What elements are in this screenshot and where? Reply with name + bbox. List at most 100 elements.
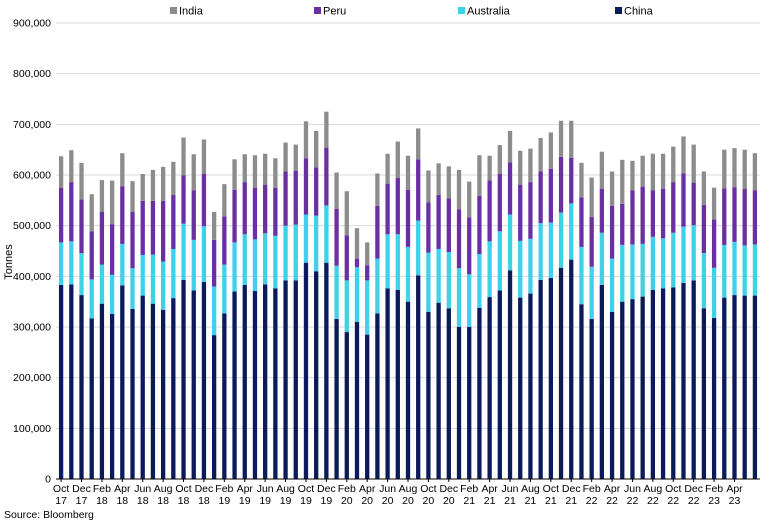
- x-tick-label-month: Apr: [726, 483, 743, 495]
- y-tick-label: 400,000: [13, 271, 51, 283]
- x-tick-label-month: Oct: [298, 483, 314, 495]
- x-tick-label-year: 20: [341, 495, 353, 507]
- bar-segment-australia: [232, 242, 237, 292]
- bar-segment-india: [650, 153, 656, 191]
- y-tick-label: 500,000: [13, 220, 51, 232]
- bar-segment-australia: [579, 246, 584, 305]
- x-tick-label-year: 21: [565, 495, 577, 507]
- legend-swatch-australia: [458, 7, 465, 14]
- bar-segment-peru: [589, 217, 594, 267]
- bar-segment-india: [120, 153, 125, 187]
- bar-segment-india: [334, 172, 339, 209]
- bar-segment-china: [589, 318, 594, 479]
- bar-segment-china: [140, 295, 145, 479]
- bar-segment-india: [79, 162, 84, 200]
- bar-segment-australia: [222, 264, 227, 314]
- bar-segment-india: [752, 153, 758, 191]
- bar-segment-peru: [426, 202, 431, 253]
- bar-segment-china: [640, 296, 645, 479]
- bar-segment-china: [467, 327, 472, 479]
- bar-segment-australia: [548, 222, 553, 278]
- x-tick-label-month: Feb: [338, 483, 356, 495]
- bar-segment-china: [263, 284, 268, 479]
- x-tick-label-month: Aug: [644, 483, 663, 495]
- bar-segment-india: [314, 130, 319, 168]
- bar-segment-australia: [630, 244, 635, 300]
- bar-segment-india: [395, 141, 400, 179]
- x-tick-label-year: 22: [606, 495, 618, 507]
- bar-segment-australia: [89, 279, 94, 319]
- x-tick-label-year: 17: [76, 495, 88, 507]
- bar-segment-peru: [507, 162, 513, 215]
- bar-segment-china: [283, 280, 288, 479]
- bar-segment-china: [416, 275, 421, 479]
- bar-segment-india: [620, 159, 625, 204]
- bar-segment-australia: [324, 205, 329, 263]
- bar-segment-australia: [58, 242, 64, 285]
- bar-segment-china: [436, 302, 441, 479]
- x-tick-label-month: Dec: [72, 483, 91, 495]
- bar-segment-china: [691, 280, 696, 479]
- bar-segment-china: [354, 321, 360, 479]
- bar-segment-china: [191, 290, 196, 479]
- bar-segment-peru: [477, 195, 482, 255]
- bar-segment-india: [558, 120, 564, 157]
- bar-segment-australia: [334, 265, 339, 319]
- bar-segment-china: [620, 301, 625, 479]
- x-tick-label-year: 18: [178, 495, 190, 507]
- bar-segment-india: [701, 171, 707, 205]
- bar-segment-peru: [528, 182, 533, 239]
- bar-segment-australia: [375, 258, 380, 314]
- bar-segment-peru: [181, 175, 186, 224]
- x-tick-label-year: 18: [116, 495, 128, 507]
- bar-segment-australia: [701, 253, 707, 309]
- x-tick-label-month: Aug: [399, 483, 418, 495]
- bar-segment-india: [691, 144, 696, 183]
- bar-segment-india: [681, 136, 686, 174]
- bar-segment-australia: [201, 226, 207, 282]
- bar-segment-peru: [609, 205, 615, 259]
- bar-segment-india: [528, 148, 533, 183]
- bar-segment-india: [252, 155, 258, 188]
- x-tick-label-month: Oct: [543, 483, 559, 495]
- bar-segment-china: [558, 267, 564, 479]
- bar-segment-australia: [293, 224, 298, 281]
- bar-segment-australia: [518, 240, 523, 298]
- x-tick-label-month: Oct: [665, 483, 681, 495]
- bar-segment-australia: [558, 212, 564, 268]
- bar-segment-peru: [599, 188, 604, 233]
- bar-segment-china: [324, 262, 329, 479]
- bar-segment-india: [222, 184, 227, 217]
- bar-segment-china: [181, 279, 186, 479]
- bar-segment-peru: [354, 258, 360, 268]
- x-tick-label-year: 23: [729, 495, 741, 507]
- bar-segment-australia: [711, 267, 717, 318]
- bar-segment-india: [579, 162, 584, 198]
- bar-segment-peru: [242, 182, 247, 235]
- bar-segment-peru: [375, 205, 380, 259]
- bar-segment-australia: [477, 254, 482, 308]
- bar-segment-india: [160, 166, 166, 201]
- bar-segment-australia: [609, 258, 615, 312]
- bar-segment-china: [242, 284, 247, 479]
- x-tick-label-year: 20: [423, 495, 435, 507]
- x-tick-label-month: Feb: [93, 483, 111, 495]
- bar-segment-india: [344, 191, 349, 236]
- bar-segment-peru: [630, 190, 635, 245]
- bar-segment-china: [69, 284, 74, 479]
- legend-label-australia: Australia: [467, 6, 511, 18]
- bar-segment-china: [212, 335, 217, 479]
- bar-segment-china: [334, 318, 339, 479]
- bar-segment-china: [160, 309, 166, 479]
- bar-segment-india: [569, 120, 574, 158]
- bar-segment-peru: [344, 235, 349, 281]
- bar-segment-australia: [140, 255, 145, 296]
- bar-segment-australia: [160, 261, 166, 310]
- legend-swatch-china: [615, 7, 622, 14]
- bar-segment-india: [456, 169, 462, 210]
- bar-segment-peru: [579, 197, 584, 247]
- bar-segment-china: [395, 290, 400, 479]
- x-tick-label-year: 19: [300, 495, 312, 507]
- x-tick-label-month: Dec: [317, 483, 336, 495]
- bar-segment-india: [89, 194, 94, 232]
